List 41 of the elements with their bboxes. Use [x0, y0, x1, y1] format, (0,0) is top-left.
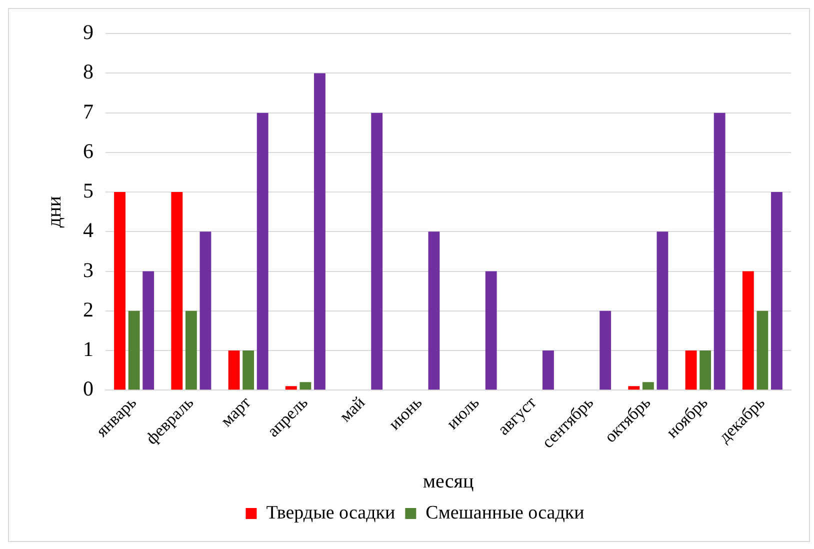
bar [371, 112, 383, 390]
bar [756, 310, 768, 390]
bar [428, 232, 440, 390]
y-tick-label: 5 [83, 178, 94, 203]
bar [600, 310, 612, 390]
y-tick-label: 3 [83, 258, 94, 282]
bar [300, 382, 312, 390]
bar [171, 192, 183, 390]
bar [185, 310, 197, 390]
bar [114, 192, 126, 390]
x-tick-label: май [336, 392, 369, 426]
y-tick-label: 4 [83, 218, 94, 242]
bar [542, 350, 554, 390]
legend-label: Твердые осадки [266, 502, 396, 524]
y-tick-label: 9 [83, 20, 94, 44]
bar [771, 192, 782, 390]
bar [628, 386, 640, 390]
y-tick-label: 0 [83, 376, 94, 401]
bar [314, 73, 326, 390]
bar [485, 271, 497, 390]
bar [256, 112, 268, 390]
y-tick-label: 8 [83, 60, 94, 84]
bar [642, 382, 654, 390]
bar [128, 310, 140, 390]
y-axis-title: дни [43, 196, 66, 228]
bar [742, 271, 754, 390]
legend-label: Смешанные осадки [426, 502, 584, 524]
bar [285, 386, 297, 390]
y-tick-label: 7 [83, 99, 94, 124]
bar [228, 350, 240, 390]
bar [714, 112, 726, 390]
bar [142, 271, 154, 390]
bar [242, 350, 254, 390]
bar [700, 350, 712, 390]
x-axis-title: месяц [422, 470, 474, 492]
y-tick-label: 1 [83, 336, 94, 361]
bar [685, 350, 697, 390]
y-tick-label: 6 [83, 138, 94, 163]
bar [200, 232, 212, 390]
y-tick-label: 2 [83, 297, 94, 322]
bar [656, 232, 668, 390]
